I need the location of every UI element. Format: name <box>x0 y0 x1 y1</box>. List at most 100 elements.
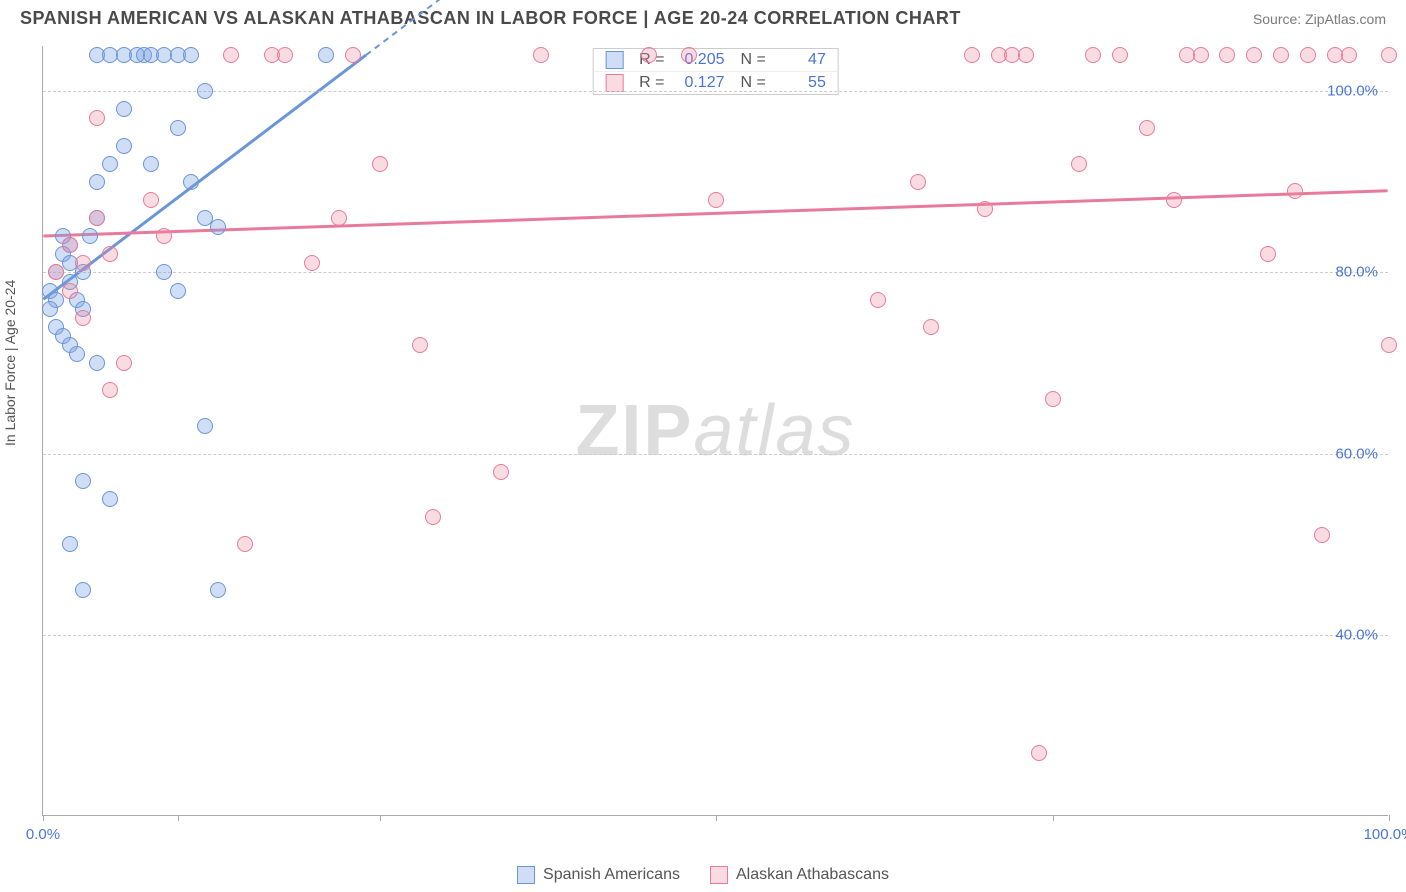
data-point <box>923 319 939 335</box>
x-tick-mark <box>1389 815 1390 821</box>
data-point <box>197 418 213 434</box>
data-point <box>533 47 549 63</box>
data-point <box>116 101 132 117</box>
data-point <box>1246 47 1262 63</box>
data-point <box>183 47 199 63</box>
data-point <box>870 292 886 308</box>
data-point <box>48 264 64 280</box>
data-point <box>277 47 293 63</box>
data-point <box>62 283 78 299</box>
chart-plot-area: ZIPatlas R = 0.205 N = 47 R = 0.127 N = … <box>42 46 1388 816</box>
swatch-series1 <box>605 51 623 69</box>
data-point <box>1166 192 1182 208</box>
data-point <box>197 83 213 99</box>
data-point <box>1381 337 1397 353</box>
x-tick-label: 100.0% <box>1364 826 1406 843</box>
data-point <box>170 283 186 299</box>
x-tick-mark <box>716 815 717 821</box>
correlation-stats-box: R = 0.205 N = 47 R = 0.127 N = 55 <box>592 48 839 95</box>
data-point <box>1273 47 1289 63</box>
data-point <box>102 156 118 172</box>
data-point <box>1341 47 1357 63</box>
data-point <box>89 210 105 226</box>
data-point <box>156 264 172 280</box>
source-label: Source: ZipAtlas.com <box>1253 11 1386 27</box>
y-tick-label: 40.0% <box>1335 626 1378 643</box>
data-point <box>183 174 199 190</box>
data-point <box>1260 246 1276 262</box>
data-point <box>345 47 361 63</box>
x-tick-label: 0.0% <box>26 826 60 843</box>
data-point <box>102 382 118 398</box>
y-tick-label: 80.0% <box>1335 264 1378 281</box>
data-point <box>1314 527 1330 543</box>
data-point <box>69 346 85 362</box>
data-point <box>170 120 186 136</box>
data-point <box>493 464 509 480</box>
data-point <box>1139 120 1155 136</box>
data-point <box>1018 47 1034 63</box>
data-point <box>964 47 980 63</box>
legend-item-series1: Spanish Americans <box>517 866 680 884</box>
x-tick-mark <box>1053 815 1054 821</box>
data-point <box>62 536 78 552</box>
data-point <box>1031 745 1047 761</box>
data-point <box>210 582 226 598</box>
data-point <box>1381 47 1397 63</box>
data-point <box>977 201 993 217</box>
data-point <box>1085 47 1101 63</box>
data-point <box>62 237 78 253</box>
data-point <box>708 192 724 208</box>
y-tick-label: 100.0% <box>1327 83 1378 100</box>
data-point <box>1219 47 1235 63</box>
data-point <box>1112 47 1128 63</box>
data-point <box>89 355 105 371</box>
data-point <box>331 210 347 226</box>
data-point <box>210 219 226 235</box>
data-point <box>75 473 91 489</box>
gridline-h <box>43 272 1388 273</box>
data-point <box>75 255 91 271</box>
data-point <box>1193 47 1209 63</box>
legend-item-series2: Alaskan Athabascans <box>710 866 889 884</box>
gridline-h <box>43 635 1388 636</box>
data-point <box>910 174 926 190</box>
data-point <box>75 582 91 598</box>
x-tick-mark <box>178 815 179 821</box>
data-point <box>641 47 657 63</box>
swatch-series2 <box>605 74 623 92</box>
data-point <box>372 156 388 172</box>
data-point <box>42 301 58 317</box>
legend-swatch-series1 <box>517 866 535 884</box>
x-tick-mark <box>43 815 44 821</box>
y-axis-label: In Labor Force | Age 20-24 <box>2 280 18 446</box>
data-point <box>116 138 132 154</box>
gridline-h <box>43 91 1388 92</box>
data-point <box>116 355 132 371</box>
data-point <box>412 337 428 353</box>
data-point <box>1300 47 1316 63</box>
data-point <box>1045 391 1061 407</box>
data-point <box>143 192 159 208</box>
data-point <box>237 536 253 552</box>
data-point <box>102 491 118 507</box>
data-point <box>82 228 98 244</box>
trend-lines <box>43 46 1388 815</box>
legend-swatch-series2 <box>710 866 728 884</box>
data-point <box>89 110 105 126</box>
chart-title: SPANISH AMERICAN VS ALASKAN ATHABASCAN I… <box>20 8 961 29</box>
data-point <box>102 246 118 262</box>
data-point <box>1071 156 1087 172</box>
data-point <box>75 310 91 326</box>
data-point <box>318 47 334 63</box>
data-point <box>223 47 239 63</box>
data-point <box>89 174 105 190</box>
data-point <box>681 47 697 63</box>
gridline-h <box>43 454 1388 455</box>
data-point <box>156 228 172 244</box>
bottom-legend: Spanish Americans Alaskan Athabascans <box>517 866 889 884</box>
data-point <box>143 156 159 172</box>
y-tick-label: 60.0% <box>1335 445 1378 462</box>
data-point <box>425 509 441 525</box>
data-point <box>304 255 320 271</box>
